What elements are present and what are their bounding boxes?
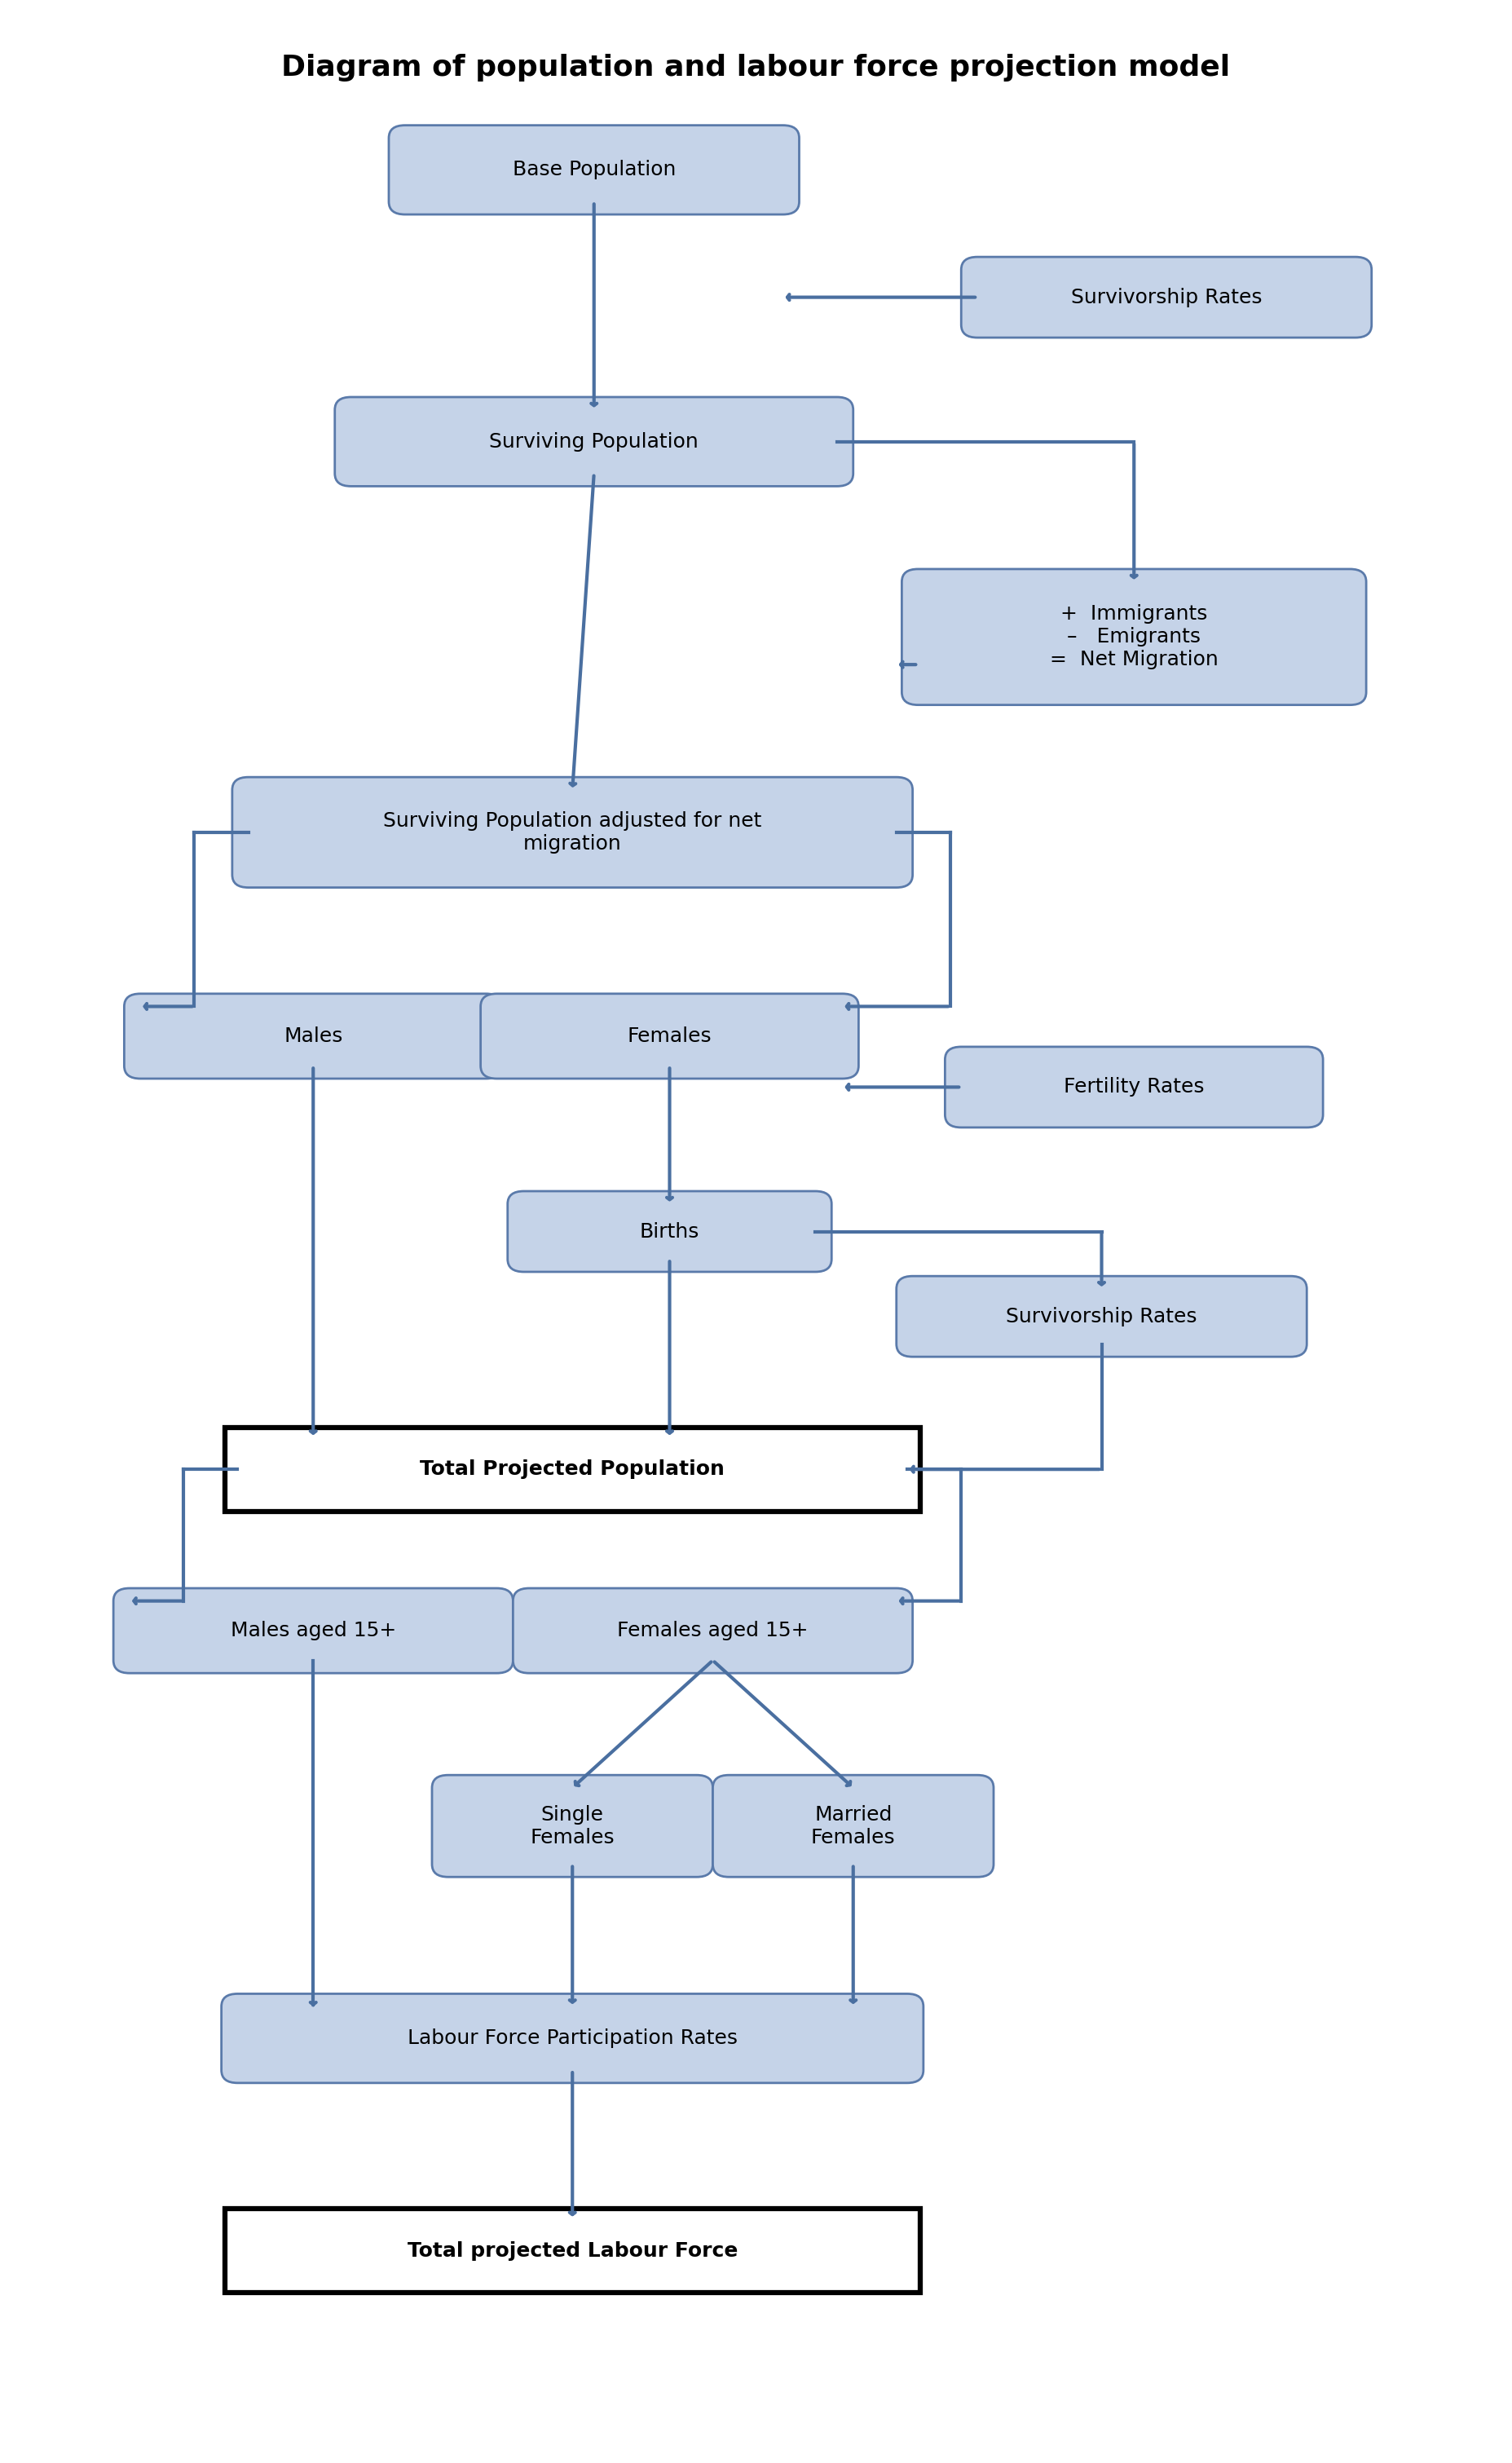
Text: Labour Force Participation Rates: Labour Force Participation Rates — [407, 2030, 738, 2049]
FancyBboxPatch shape — [233, 778, 913, 887]
FancyBboxPatch shape — [113, 1589, 513, 1672]
FancyBboxPatch shape — [389, 126, 800, 214]
Text: Total projected Labour Force: Total projected Labour Force — [407, 2241, 738, 2261]
FancyBboxPatch shape — [513, 1589, 913, 1672]
Text: Males aged 15+: Males aged 15+ — [230, 1621, 396, 1640]
FancyBboxPatch shape — [432, 1776, 712, 1877]
Text: Females aged 15+: Females aged 15+ — [617, 1621, 809, 1640]
FancyBboxPatch shape — [225, 2209, 921, 2293]
FancyBboxPatch shape — [481, 993, 859, 1079]
Text: Surviving Population adjusted for net
migration: Surviving Population adjusted for net mi… — [383, 810, 762, 855]
FancyBboxPatch shape — [962, 256, 1371, 337]
Text: Females: Females — [627, 1027, 712, 1047]
FancyBboxPatch shape — [334, 397, 853, 485]
Text: Surviving Population: Surviving Population — [490, 431, 699, 451]
FancyBboxPatch shape — [897, 1276, 1306, 1357]
Text: Diagram of population and labour force projection model: Diagram of population and labour force p… — [281, 54, 1231, 81]
Text: Births: Births — [640, 1222, 700, 1241]
Text: Single
Females: Single Females — [531, 1805, 615, 1847]
FancyBboxPatch shape — [124, 993, 502, 1079]
FancyBboxPatch shape — [508, 1192, 832, 1271]
Text: +  Immigrants
–   Emigrants
=  Net Migration: + Immigrants – Emigrants = Net Migration — [1049, 603, 1219, 670]
Text: Married
Females: Married Females — [810, 1805, 895, 1847]
FancyBboxPatch shape — [712, 1776, 993, 1877]
Text: Survivorship Rates: Survivorship Rates — [1005, 1308, 1198, 1325]
Text: Total Projected Population: Total Projected Population — [420, 1461, 724, 1480]
FancyBboxPatch shape — [221, 1993, 924, 2084]
Text: Base Population: Base Population — [513, 160, 676, 180]
Text: Fertility Rates: Fertility Rates — [1064, 1076, 1204, 1096]
FancyBboxPatch shape — [945, 1047, 1323, 1128]
Text: Survivorship Rates: Survivorship Rates — [1070, 288, 1263, 308]
FancyBboxPatch shape — [225, 1426, 921, 1512]
Text: Males: Males — [284, 1027, 343, 1047]
FancyBboxPatch shape — [901, 569, 1367, 704]
